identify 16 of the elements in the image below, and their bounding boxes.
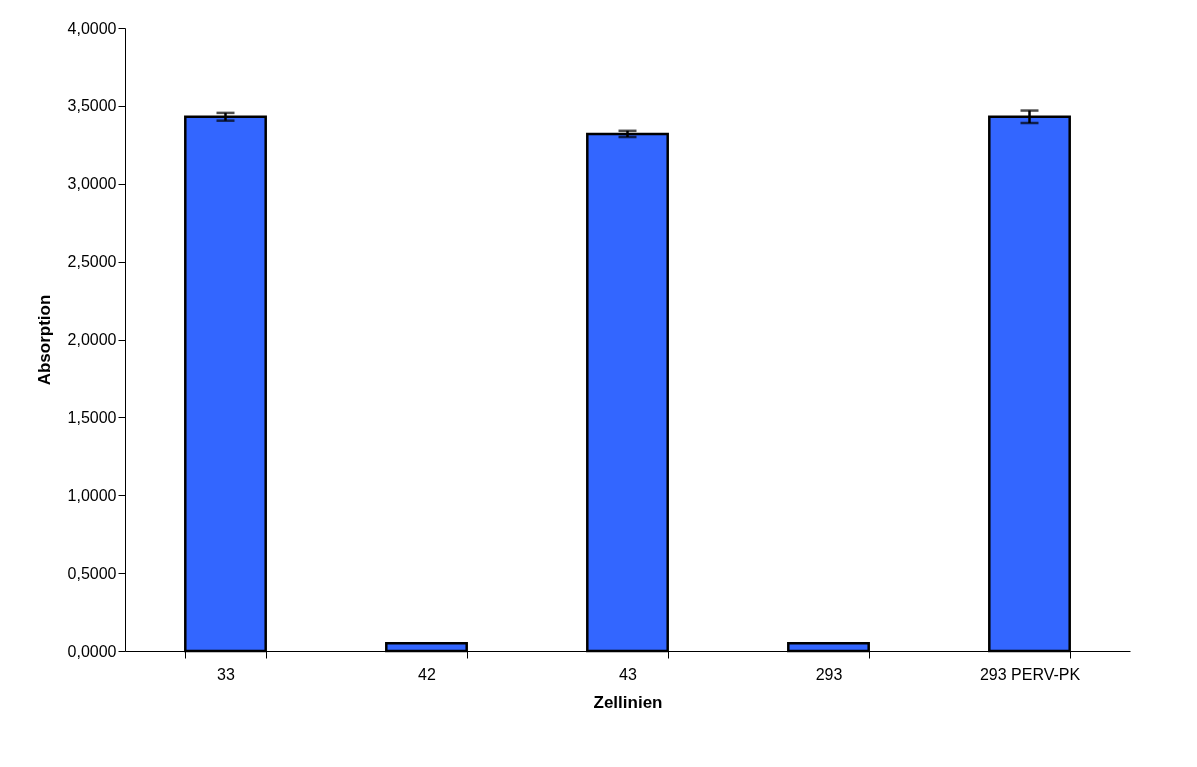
y-tick-label: 1,0000 (67, 486, 117, 504)
x-axis-title: Zellinien (593, 692, 663, 712)
y-tick-label: 3,5000 (67, 97, 117, 115)
y-tick-label: 3,0000 (67, 175, 117, 193)
x-tick-label: 33 (217, 665, 235, 683)
y-tick-label: 0,0000 (67, 642, 117, 660)
x-tick-label: 293 (815, 665, 843, 683)
y-axis-title: Absorption (34, 294, 54, 386)
y-tick-label: 2,0000 (67, 331, 117, 348)
y-tick-label: 4,0000 (67, 19, 117, 37)
y-tick-label: 2,5000 (67, 253, 117, 271)
y-tick-label: 1,5000 (67, 408, 117, 426)
x-tick-label: 43 (619, 665, 637, 683)
x-tick-label: 42 (418, 665, 436, 683)
x-tick-label: 293 PERV-PK (979, 665, 1081, 683)
y-tick-label: 0,5000 (67, 564, 117, 582)
